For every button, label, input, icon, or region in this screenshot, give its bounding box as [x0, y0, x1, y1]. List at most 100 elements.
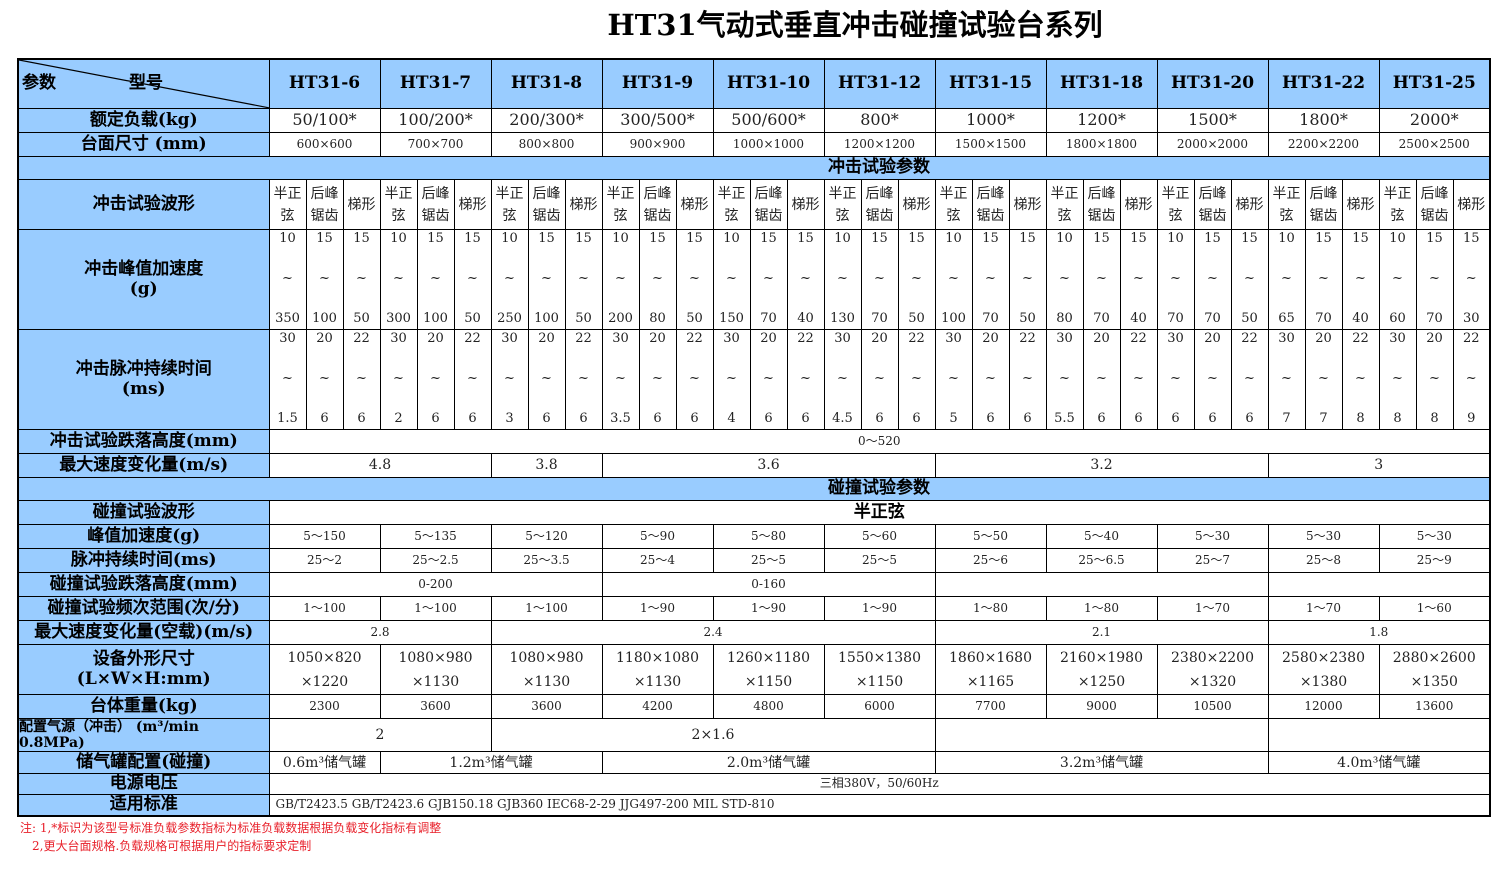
range-cell: 10 ~300 [379, 229, 418, 330]
model-header: HT31-15 [934, 58, 1047, 109]
range-cell: 15 ~40 [1119, 229, 1158, 330]
value-cell: GB/T2423.5 GB/T2423.6 GJB150.18 GJB360 I… [268, 794, 1491, 817]
value-cell: 1260×1180 ×1150 [712, 644, 825, 695]
waveform-cell: 后峰 锯齿 [1415, 179, 1454, 230]
value-cell: 5～120 [490, 524, 603, 549]
page-title: HT31气动式垂直冲击碰撞试验台系列 [607, 8, 1103, 42]
shock-speed-row: 最大速度变化量(m/s) 4.8 3.8 3.6 3.2 3 [17, 453, 1491, 478]
model-header: HT31-12 [823, 58, 936, 109]
content: 参数 型号 HT31-6 HT31-7 HT31-8 HT31-9 HT31-10 HT31-… [17, 58, 1491, 855]
range-cell: 15 ~50 [1008, 229, 1047, 330]
value-cell: 13600 [1378, 694, 1491, 719]
value-cell: 25～6 [934, 548, 1047, 573]
range-cell: 20 ~7 [1304, 329, 1343, 430]
bump-pulse-row: 脉冲持续时间(ms) 25～2 25～2.5 25～3.5 25～4 25～5 25～5 25… [17, 548, 1491, 573]
range-cell: 30 ~2 [379, 329, 418, 430]
range-cell: 20 ~6 [749, 329, 788, 430]
value-cell: 3 [1267, 453, 1491, 478]
range-cell: 15 ~70 [749, 229, 788, 330]
row-label: 冲击峰值加速度 (g) [17, 229, 270, 330]
waveform-cell: 半正 弦 [1156, 179, 1195, 230]
row-label: 峰值加速度(g) [17, 524, 270, 549]
value-cell: 1080×980 ×1130 [490, 644, 603, 695]
range-cell: 30 ~5.5 [1045, 329, 1084, 430]
row-label: 碰撞试验频次范围(次/分) [17, 596, 270, 621]
value-cell [934, 572, 1269, 597]
value-cell: 5～90 [601, 524, 714, 549]
waveform-cell: 梯形 [675, 179, 714, 230]
row-label: 脉冲持续时间(ms) [17, 548, 270, 573]
range-cell: 22 ~9 [1452, 329, 1491, 430]
range-cell: 10 ~65 [1267, 229, 1306, 330]
waveform-cell: 梯形 [897, 179, 936, 230]
row-label: 台体重量(kg) [17, 694, 270, 719]
value-cell: 1～90 [712, 596, 825, 621]
range-cell: 22 ~6 [675, 329, 714, 430]
value-cell: 1800×1800 [1045, 132, 1158, 157]
range-cell: 30 ~7 [1267, 329, 1306, 430]
waveform-cell: 后峰 锯齿 [860, 179, 899, 230]
waveform-cell: 半正 弦 [1045, 179, 1084, 230]
value-cell: 1550×1380 ×1150 [823, 644, 936, 695]
value-cell: 5～60 [823, 524, 936, 549]
waveform-cell: 后峰 锯齿 [305, 179, 344, 230]
range-cell: 30 ~3 [490, 329, 529, 430]
value-cell: 5～30 [1156, 524, 1269, 549]
range-cell: 10 ~130 [823, 229, 862, 330]
value-cell: 500/600* [712, 108, 825, 133]
model-label: 型号 [129, 73, 163, 93]
value-cell: 10500 [1156, 694, 1269, 719]
bump-drop-row: 碰撞试验跌落高度(mm) 0-200 0-160 [17, 572, 1491, 597]
value-cell: 0.6m³储气罐 [268, 751, 381, 775]
value-cell: 5～30 [1378, 524, 1491, 549]
row-label: 冲击试验跌落高度(mm) [17, 429, 270, 454]
range-cell: 15 ~70 [1415, 229, 1454, 330]
waveform-cell: 半正 弦 [1378, 179, 1417, 230]
row-label: 最大速度变化量(m/s) [17, 453, 270, 478]
value-cell: 5～50 [934, 524, 1047, 549]
range-cell: 15 ~70 [1082, 229, 1121, 330]
range-cell: 20 ~6 [638, 329, 677, 430]
standards-row: 适用标准 GB/T2423.5 GB/T2423.6 GJB150.18 GJB3… [17, 794, 1491, 817]
bump-speed-row: 最大速度变化量(空载)(m/s) 2.8 2.4 2.1 1.8 [17, 620, 1491, 645]
range-cell: 15 ~50 [675, 229, 714, 330]
range-cell: 30 ~4 [712, 329, 751, 430]
waveform-cell: 梯形 [1230, 179, 1269, 230]
value-cell: 半正弦 [268, 500, 1491, 525]
range-cell: 22 ~6 [564, 329, 603, 430]
range-cell: 22 ~6 [786, 329, 825, 430]
header-row: 参数 型号 HT31-6 HT31-7 HT31-8 HT31-9 HT31-10 HT31-… [17, 58, 1491, 109]
voltage-row: 电源电压 三相380V，50/60Hz [17, 773, 1491, 796]
range-cell: 15 ~50 [1230, 229, 1269, 330]
value-cell: 25～5 [712, 548, 825, 573]
value-cell: 2.8 [268, 620, 492, 645]
range-cell: 20 ~6 [1193, 329, 1232, 430]
value-cell: 0～520 [268, 429, 1491, 454]
value-cell: 25～3.5 [490, 548, 603, 573]
row-label: 碰撞试验波形 [17, 500, 270, 525]
model-header: HT31-6 [268, 58, 381, 109]
value-cell: 100/200* [379, 108, 492, 133]
value-cell: 1～100 [490, 596, 603, 621]
waveform-cell: 后峰 锯齿 [1304, 179, 1343, 230]
range-cell: 22 ~6 [897, 329, 936, 430]
range-cell: 10 ~60 [1378, 229, 1417, 330]
value-cell: 1500×1500 [934, 132, 1047, 157]
range-cell: 10 ~250 [490, 229, 529, 330]
waveform-cell: 半正 弦 [1267, 179, 1306, 230]
range-cell: 22 ~6 [1230, 329, 1269, 430]
value-cell [1267, 717, 1491, 753]
value-cell: 1～80 [1045, 596, 1158, 621]
value-cell: 1180×1080 ×1130 [601, 644, 714, 695]
model-header: HT31-10 [712, 58, 825, 109]
value-cell: 1200* [1045, 108, 1158, 133]
value-cell: 5～150 [268, 524, 381, 549]
range-cell: 15 ~100 [416, 229, 455, 330]
range-cell: 22 ~6 [342, 329, 381, 430]
row-label: 最大速度变化量(空载)(m/s) [17, 620, 270, 645]
range-cell: 15 ~100 [305, 229, 344, 330]
value-cell: 2880×2600 ×1350 [1378, 644, 1491, 695]
row-label: 电源电压 [17, 773, 270, 796]
value-cell: 4.8 [268, 453, 492, 478]
bump-accel-row: 峰值加速度(g) 5～150 5～135 5～120 5～90 5～80 5～60 5～50 5… [17, 524, 1491, 549]
